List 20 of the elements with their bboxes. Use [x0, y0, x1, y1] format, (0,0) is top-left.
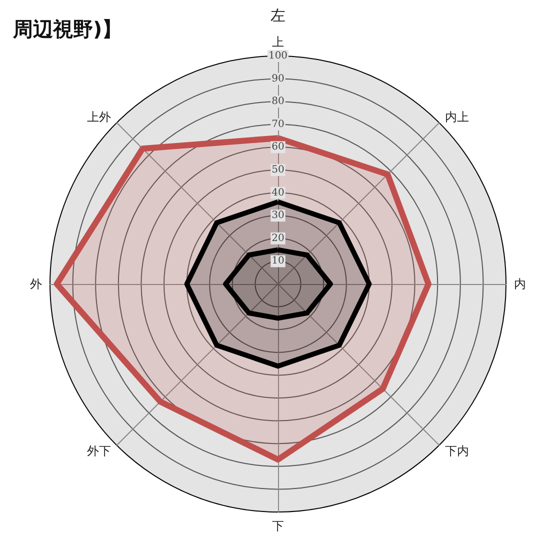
spoke-label: 下 [272, 519, 284, 533]
text: 左 [270, 6, 286, 24]
y-tick-label: 10 [272, 256, 284, 267]
y-tick-label: 60 [272, 142, 284, 153]
y-tick-label: 40 [272, 187, 284, 198]
spoke-label: 下内 [444, 444, 469, 458]
spoke-label: 内上 [444, 110, 469, 124]
y-tick-label: 30 [272, 210, 284, 222]
y-tick-label: 80 [272, 96, 284, 108]
y-tick-label: 90 [272, 73, 284, 84]
y-tick-label: 70 [272, 118, 284, 130]
spoke-label: 外 [30, 277, 42, 291]
y-tick-label: 50 [272, 164, 284, 176]
spoke-label: 外下 [87, 444, 112, 458]
spoke-label: 上 [272, 35, 284, 49]
y-tick-label: 100 [268, 50, 288, 62]
chart-title: 周辺視野)】 [12, 17, 122, 41]
spoke-label: 内 [514, 277, 526, 291]
y-tick-label: 20 [272, 232, 284, 244]
spoke-label: 上外 [87, 110, 112, 124]
